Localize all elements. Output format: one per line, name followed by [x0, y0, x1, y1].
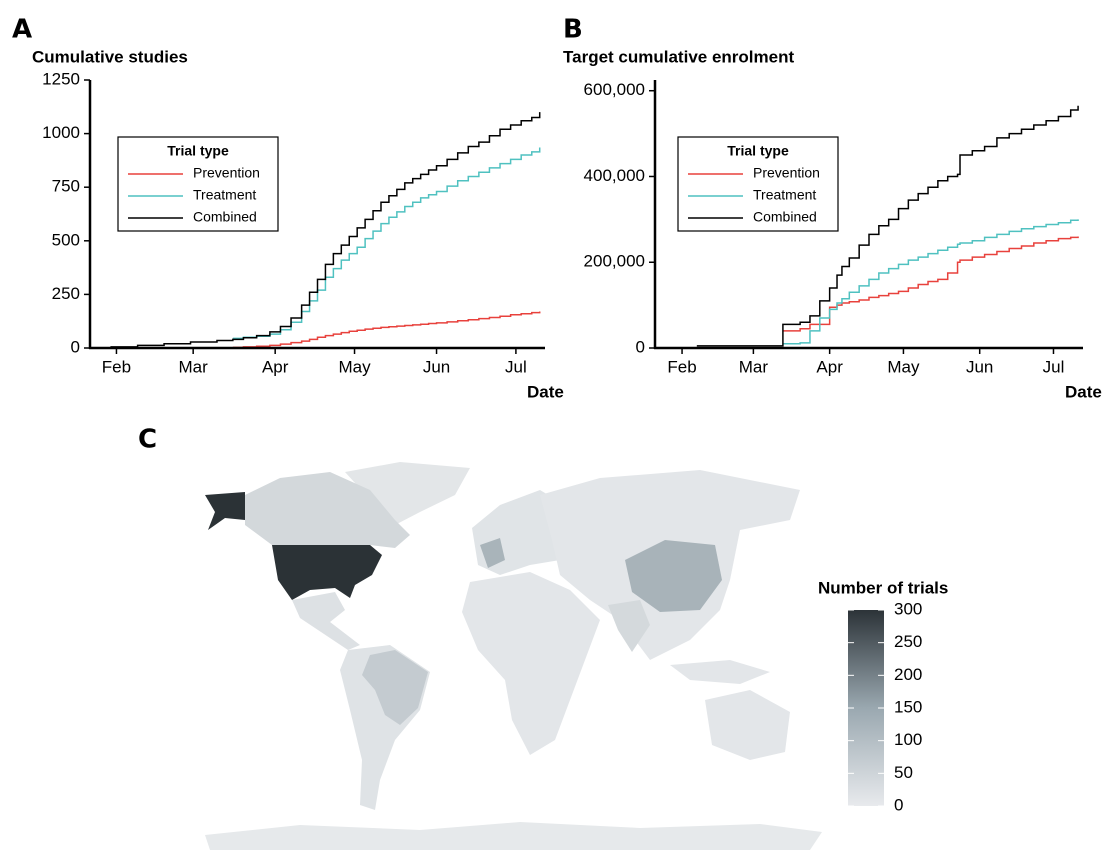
legend-label: Treatment: [753, 187, 816, 203]
legend-label: Treatment: [193, 187, 256, 203]
greenland: [345, 462, 470, 525]
antarctica: [205, 822, 822, 850]
colorbar-tick-label: 300: [894, 599, 922, 618]
legend-box: [117, 136, 279, 232]
y-tick-label: 600,000: [584, 80, 645, 99]
world-map: [205, 462, 822, 850]
x-tick-label: May: [887, 357, 920, 376]
colorbar-tick-label: 250: [894, 632, 922, 651]
legend-box: [677, 136, 839, 232]
x-tick-label: May: [338, 357, 371, 376]
y-tick-label: 750: [52, 177, 80, 196]
series-line: [232, 147, 541, 340]
series-line: [92, 112, 541, 349]
x-tick-label: Apr: [816, 357, 843, 376]
brazil: [362, 650, 428, 725]
x-tick-label: Jul: [1043, 357, 1065, 376]
india: [608, 600, 650, 652]
australia: [705, 690, 790, 760]
colorbar-title: Number of trials: [818, 578, 948, 597]
se-asia-islands: [670, 660, 770, 684]
y-tick-label: 1250: [42, 69, 80, 88]
y-tick-label: 200,000: [584, 252, 645, 271]
y-tick-label: 500: [52, 230, 80, 249]
legend-title: Trial type: [167, 143, 229, 159]
y-tick-label: 0: [636, 337, 645, 356]
china: [625, 540, 722, 612]
legend-title: Trial type: [727, 143, 789, 159]
x-tick-label: Feb: [102, 357, 131, 376]
panel-label: A: [12, 15, 32, 45]
chart-title: Cumulative studies: [32, 47, 188, 66]
x-tick-label: Jun: [966, 357, 993, 376]
panel-label: B: [563, 15, 583, 45]
y-tick-label: 1000: [42, 123, 80, 142]
colorbar-tick-label: 0: [894, 795, 903, 814]
y-tick-label: 400,000: [584, 166, 645, 185]
x-tick-label: Mar: [739, 357, 769, 376]
y-tick-label: 0: [71, 337, 80, 356]
series-line: [696, 105, 1079, 347]
france: [480, 538, 505, 568]
x-axis-label: Date: [527, 382, 564, 401]
central-america: [292, 592, 360, 650]
chart-title: Target cumulative enrolment: [563, 47, 794, 66]
x-tick-label: Feb: [667, 357, 696, 376]
legend-label: Prevention: [193, 165, 260, 181]
series-line: [782, 219, 1079, 345]
africa: [462, 572, 600, 755]
colorbar-tick-label: 200: [894, 665, 922, 684]
x-tick-label: Jul: [505, 357, 527, 376]
legend-label: Combined: [193, 209, 257, 225]
series-line: [232, 311, 541, 349]
legend-label: Prevention: [753, 165, 820, 181]
canada: [245, 472, 410, 548]
x-tick-label: Apr: [262, 357, 289, 376]
usa: [272, 545, 382, 600]
legend-label: Combined: [753, 209, 817, 225]
colorbar-tick-label: 150: [894, 697, 922, 716]
alaska: [205, 492, 245, 530]
x-axis-label: Date: [1065, 382, 1102, 401]
panel-label: C: [138, 425, 157, 455]
x-tick-label: Mar: [179, 357, 209, 376]
y-tick-label: 250: [52, 284, 80, 303]
colorbar-tick-label: 100: [894, 730, 922, 749]
colorbar-tick-label: 50: [894, 763, 913, 782]
x-tick-label: Jun: [423, 357, 450, 376]
series-line: [782, 236, 1079, 332]
